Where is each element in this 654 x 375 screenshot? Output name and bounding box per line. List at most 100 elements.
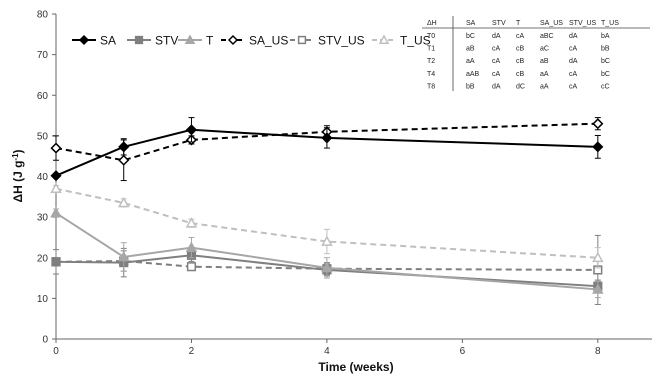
table-cell: aA xyxy=(540,71,549,78)
y-tick-label: 10 xyxy=(37,294,49,305)
chart-axes: 0 10 20 30 40 50 60 70 80 0 2 4 6 8 xyxy=(37,10,652,357)
table-cell: cB xyxy=(516,71,525,78)
table-header-cell: SA xyxy=(466,20,476,27)
significance-table: ΔH SA STV T SA_US STV_US T_US T0 bC dA cA aBC dA bA T1… xyxy=(422,16,650,91)
y-tick-label: 20 xyxy=(37,253,49,264)
data-point xyxy=(118,154,130,166)
data-point xyxy=(185,241,198,252)
table-cell: bA xyxy=(601,33,610,40)
data-point xyxy=(117,250,130,262)
table-cell: cA xyxy=(569,46,578,53)
chart-legend: SA STV T SA_US STV_US T_US xyxy=(72,34,431,48)
x-tick-label: 6 xyxy=(460,346,466,357)
legend-marker xyxy=(227,34,239,46)
table-cell: T0 xyxy=(427,33,435,40)
table-cell: bC xyxy=(601,58,610,65)
y-tick-label: 50 xyxy=(37,131,49,142)
table-cell: dA xyxy=(492,83,501,90)
table-cell: bB xyxy=(601,46,610,53)
series-sa-us xyxy=(50,117,604,182)
x-tick-label: 8 xyxy=(595,346,601,357)
data-point xyxy=(50,142,62,154)
data-point xyxy=(50,207,62,218)
y-tick-label: 60 xyxy=(37,91,49,102)
data-point xyxy=(321,132,333,144)
data-point xyxy=(321,235,333,246)
series-sa xyxy=(50,117,604,182)
table-cell: cA xyxy=(569,83,578,90)
table-cell: cB xyxy=(516,46,525,53)
legend-label: SA_US xyxy=(249,34,288,48)
y-axis-title-close: ) xyxy=(11,149,25,153)
legend-label: STV xyxy=(155,34,178,48)
table-header-cell: STV xyxy=(492,20,506,27)
y-tick-label: 30 xyxy=(37,213,49,224)
x-tick-label: 0 xyxy=(53,346,59,357)
table-cell: cC xyxy=(601,83,610,90)
series-t-us xyxy=(50,182,604,269)
data-point xyxy=(185,217,198,228)
y-tick-label: 80 xyxy=(37,10,49,21)
table-cell: cA xyxy=(492,46,501,53)
data-point xyxy=(592,251,604,263)
table-cell: dC xyxy=(516,83,525,90)
legend-label: T xyxy=(206,34,214,48)
table-cell: aC xyxy=(540,46,549,53)
table-cell: bC xyxy=(601,71,610,78)
table-cell: cA xyxy=(569,71,578,78)
legend-marker xyxy=(78,34,90,46)
legend-label: SA xyxy=(100,34,116,48)
data-point xyxy=(321,261,333,273)
table-cell: aAB xyxy=(466,71,480,78)
data-point xyxy=(592,118,604,130)
legend-label: STV_US xyxy=(318,34,365,48)
y-tick-label: 40 xyxy=(37,172,49,183)
table-cell: T4 xyxy=(427,71,435,78)
y-tick-label: 0 xyxy=(42,335,48,346)
table-cell: aB xyxy=(466,46,475,53)
table-cell: aA xyxy=(540,83,549,90)
y-axis-title-main: ΔH (J g xyxy=(11,161,25,203)
data-point xyxy=(50,170,62,182)
legend-marker xyxy=(378,34,390,44)
table-header-cell: ΔH xyxy=(427,20,437,27)
data-point xyxy=(185,124,198,136)
table-cell: aB xyxy=(540,58,549,65)
data-point xyxy=(51,257,61,267)
data-point xyxy=(50,182,62,194)
table-cell: T2 xyxy=(427,58,435,65)
legend-marker xyxy=(297,35,307,45)
table-cell: dA xyxy=(569,33,578,40)
table-header-cell: SA_US xyxy=(540,20,563,27)
data-point xyxy=(592,283,604,294)
data-point xyxy=(118,141,130,153)
legend-marker xyxy=(134,35,144,45)
table-cell: aA xyxy=(466,58,475,65)
table-cell: T1 xyxy=(427,46,435,53)
table-cell: dA xyxy=(492,33,501,40)
legend-marker xyxy=(184,34,196,44)
table-cell: aBC xyxy=(540,33,554,40)
y-axis-title: ΔH (J g-1) xyxy=(11,149,25,202)
table-cell: cA xyxy=(492,71,501,78)
data-point xyxy=(186,262,197,272)
table-header-cell: STV_US xyxy=(569,20,597,27)
table-header-cell: T xyxy=(516,20,521,27)
x-axis-title: Time (weeks) xyxy=(318,360,393,374)
legend-label: T_US xyxy=(400,34,431,48)
data-point xyxy=(117,196,130,208)
table-cell: cA xyxy=(516,33,525,40)
table-cell: dA xyxy=(569,58,578,65)
x-tick-label: 4 xyxy=(324,346,330,357)
table-header-cell: T_US xyxy=(601,20,619,27)
table-cell: cA xyxy=(492,58,501,65)
table-cell: cB xyxy=(516,58,525,65)
x-tick-label: 2 xyxy=(189,346,195,357)
table-cell: bC xyxy=(466,33,475,40)
series-t xyxy=(50,207,604,299)
table-cell: bB xyxy=(466,83,475,90)
chart-series-layer xyxy=(50,117,604,305)
table-cell: T8 xyxy=(427,83,435,90)
y-tick-label: 70 xyxy=(37,50,49,61)
